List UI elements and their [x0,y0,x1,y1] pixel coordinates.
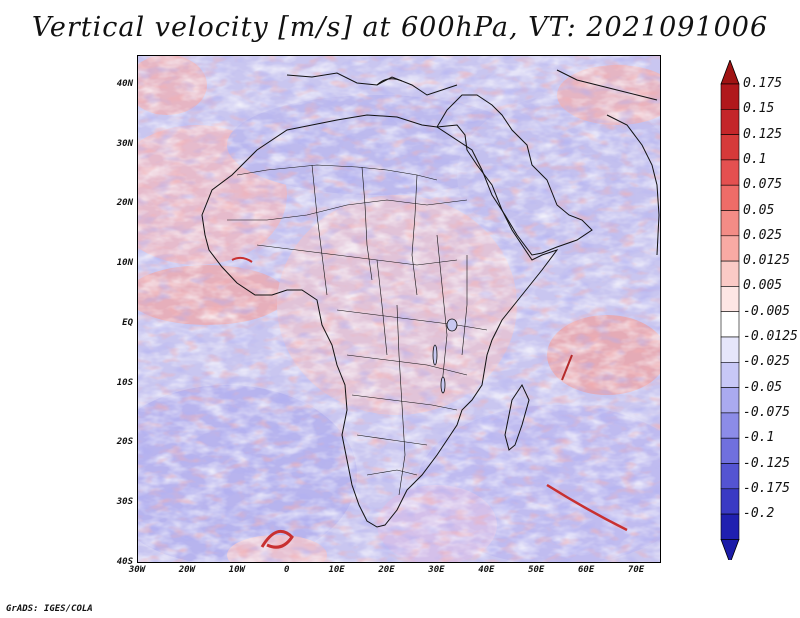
lat-tick-label: 40S [116,557,133,567]
colorbar-bottom-arrow [720,538,740,560]
colorbar [720,60,740,560]
colorbar-box [720,210,740,237]
colorbar-box [720,235,740,262]
field-strong-features [231,256,628,549]
lat-tick-label: 30S [116,497,133,508]
country-borders [227,164,488,496]
map-frame [137,55,661,563]
colorbar-box [720,83,740,110]
lon-tick-label: 30E [428,565,445,575]
lon-tick-label: 40E [478,565,495,575]
colorbar-level-label: -0.075 [743,404,790,420]
lat-tick-label: 40N [116,78,133,89]
colorbar-box [720,412,740,439]
lon-tick-label: 70E [627,565,645,575]
lat-tick-label: 30N [116,138,133,149]
colorbar-box [720,336,740,363]
chart-title: Vertical velocity [m/s] at 600hPa, VT: 2… [31,12,769,43]
colorbar-box [720,159,740,186]
lat-tick-label: EQ [122,317,133,328]
colorbar-level-label: -0.025 [743,354,790,370]
colorbar-box [720,311,740,338]
lon-tick-label: 20E [378,565,395,575]
vertical-velocity-map [137,55,661,563]
lat-tick-label: 20N [116,198,133,209]
field-noise-blue [137,55,661,563]
colorbar-level-label: 0.005 [743,278,783,294]
lon-tick-label: 10E [328,565,345,575]
colorbar-box [720,184,740,211]
lon-tick-label: 50E [528,565,545,575]
colorbar-top-arrow [720,60,740,85]
colorbar-box [720,488,740,515]
colorbar-box [720,387,740,414]
colorbar-level-label: 0.05 [743,202,775,218]
colorbar-level-label: -0.005 [743,303,790,319]
lon-tick-label: 0 [283,565,290,575]
lon-tick-label: 30W [128,565,146,575]
colorbar-box [720,134,740,161]
grads-credit: GrADS: IGES/COLA [6,604,93,614]
colorbar-level-label: -0.1 [743,430,775,446]
colorbar-box [720,361,740,388]
colorbar-box [720,108,740,135]
colorbar-level-label: 0.15 [743,101,775,117]
coastlines [201,69,660,528]
colorbar-level-label: -0.125 [743,455,790,471]
lon-tick-label: 20W [178,565,196,575]
colorbar-level-label: 0.175 [743,76,783,91]
lat-tick-label: 10S [116,377,133,388]
lon-tick-label: 60E [578,565,595,575]
colorbar-level-label: 0.075 [743,177,783,193]
colorbar-level-label: -0.05 [743,379,783,395]
colorbar-level-label: -0.0125 [743,329,798,344]
colorbar-box [720,286,740,312]
colorbar-level-label: 0.1 [743,151,767,167]
colorbar-box [720,437,740,464]
colorbar-box [720,260,740,287]
lakes [432,318,458,394]
colorbar-box [720,513,740,540]
colorbar-level-label: -0.2 [743,506,775,522]
lon-tick-label: 10W [228,565,245,575]
colorbar-box [720,463,740,490]
colorbar-level-label: 0.0125 [743,253,790,269]
lat-tick-label: 20S [116,437,133,448]
colorbar-level-label: 0.125 [743,126,783,142]
colorbar-level-label: -0.175 [743,480,790,496]
lat-tick-label: 10N [116,258,133,269]
colorbar-level-label: 0.025 [743,227,783,243]
